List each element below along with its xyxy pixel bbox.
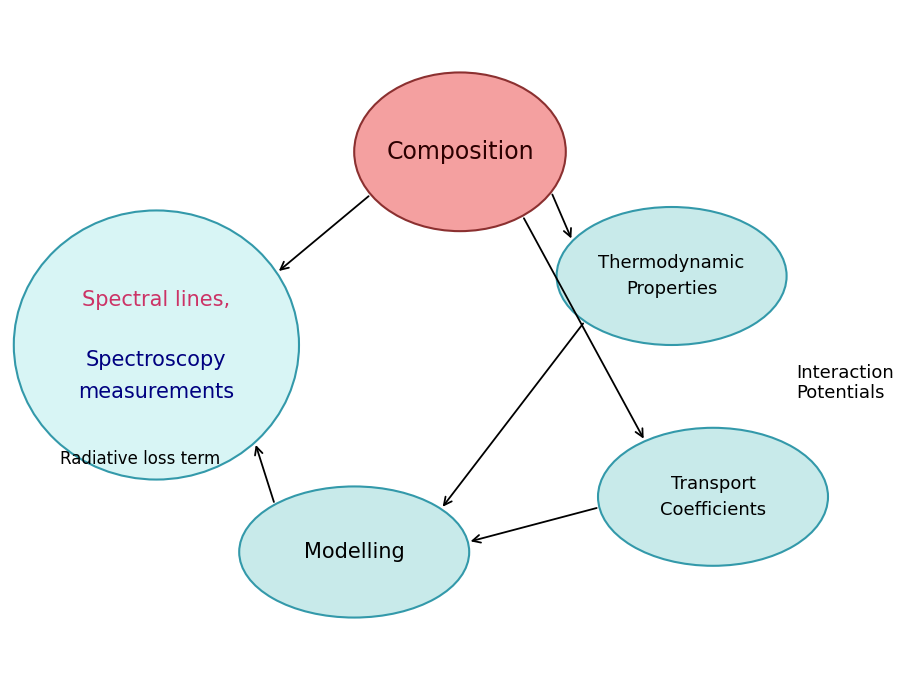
Ellipse shape <box>14 210 299 480</box>
Text: Modelling: Modelling <box>303 542 404 562</box>
Text: Composition: Composition <box>386 140 533 164</box>
Text: Transport
Coefficients: Transport Coefficients <box>659 475 766 519</box>
Ellipse shape <box>239 486 469 618</box>
Ellipse shape <box>597 428 827 566</box>
Text: Radiative loss term: Radiative loss term <box>60 450 220 468</box>
Text: Spectroscopy
measurements: Spectroscopy measurements <box>78 350 234 402</box>
Ellipse shape <box>556 207 786 345</box>
Text: Spectral lines,: Spectral lines, <box>82 290 231 310</box>
Text: Interaction
Potentials: Interaction Potentials <box>795 364 892 402</box>
Text: Thermodynamic
Properties: Thermodynamic Properties <box>598 254 743 298</box>
Ellipse shape <box>354 72 565 231</box>
